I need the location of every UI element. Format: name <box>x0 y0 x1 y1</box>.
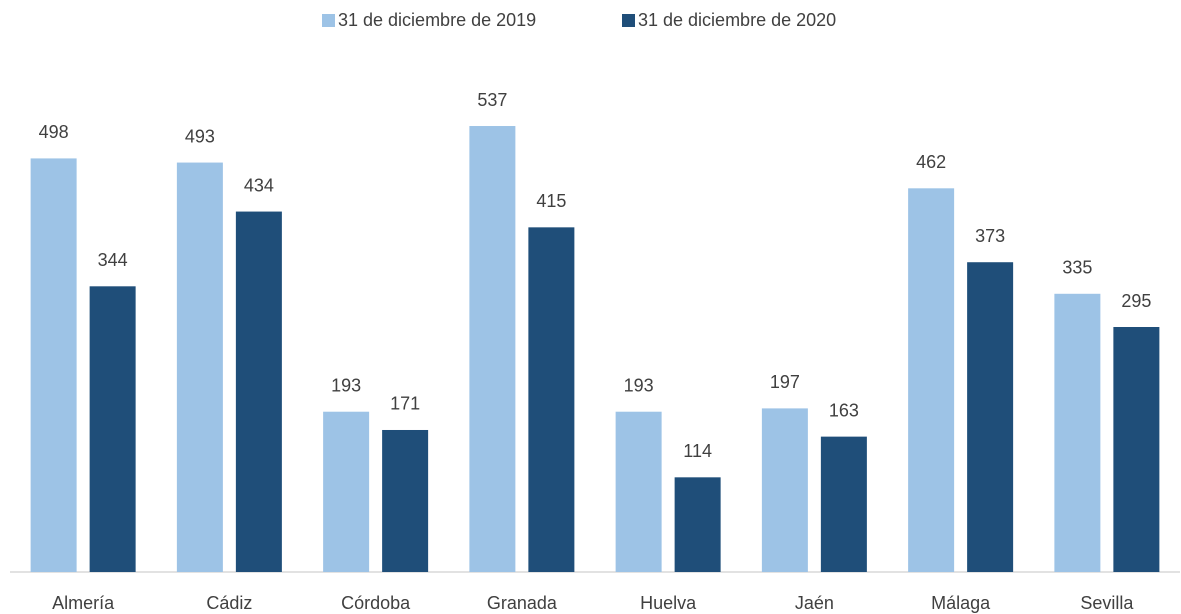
bar <box>1054 293 1101 572</box>
bar <box>1113 327 1160 572</box>
data-label: 344 <box>98 250 128 270</box>
data-label: 114 <box>683 441 712 461</box>
x-tick-label: Almería <box>52 593 115 613</box>
bar <box>615 411 662 572</box>
x-tick-label: Jaén <box>795 593 834 613</box>
data-label: 373 <box>975 226 1005 246</box>
legend-label: 31 de diciembre de 2019 <box>338 10 536 30</box>
data-label: 335 <box>1062 258 1092 278</box>
bar <box>528 227 575 572</box>
legend-swatch <box>322 14 335 27</box>
bar <box>176 162 223 572</box>
x-tick-label: Granada <box>487 593 558 613</box>
bar <box>30 158 77 572</box>
bar <box>235 211 282 573</box>
bar <box>323 411 370 572</box>
bar <box>967 262 1014 572</box>
data-label: 193 <box>624 375 654 395</box>
x-tick-label: Huelva <box>640 593 697 613</box>
data-label: 295 <box>1121 291 1151 311</box>
data-label: 197 <box>770 372 800 392</box>
data-label: 415 <box>536 191 566 211</box>
data-label: 537 <box>477 90 507 110</box>
legend-swatch <box>622 14 635 27</box>
bar <box>89 286 136 572</box>
legend-label: 31 de diciembre de 2020 <box>638 10 836 30</box>
x-tick-label: Málaga <box>931 593 991 613</box>
bar <box>761 408 808 572</box>
data-label: 193 <box>331 375 361 395</box>
data-label: 171 <box>390 394 420 414</box>
bar <box>908 188 955 572</box>
bar <box>382 429 429 572</box>
bar <box>469 126 516 573</box>
bar <box>820 436 867 572</box>
x-tick-label: Córdoba <box>341 593 411 613</box>
data-label: 493 <box>185 126 215 146</box>
data-label: 163 <box>829 400 859 420</box>
x-tick-label: Cádiz <box>206 593 252 613</box>
x-tick-label: Sevilla <box>1080 593 1134 613</box>
bar <box>674 477 721 572</box>
data-label: 462 <box>916 152 946 172</box>
data-label: 434 <box>244 175 274 195</box>
data-label: 498 <box>39 122 69 142</box>
